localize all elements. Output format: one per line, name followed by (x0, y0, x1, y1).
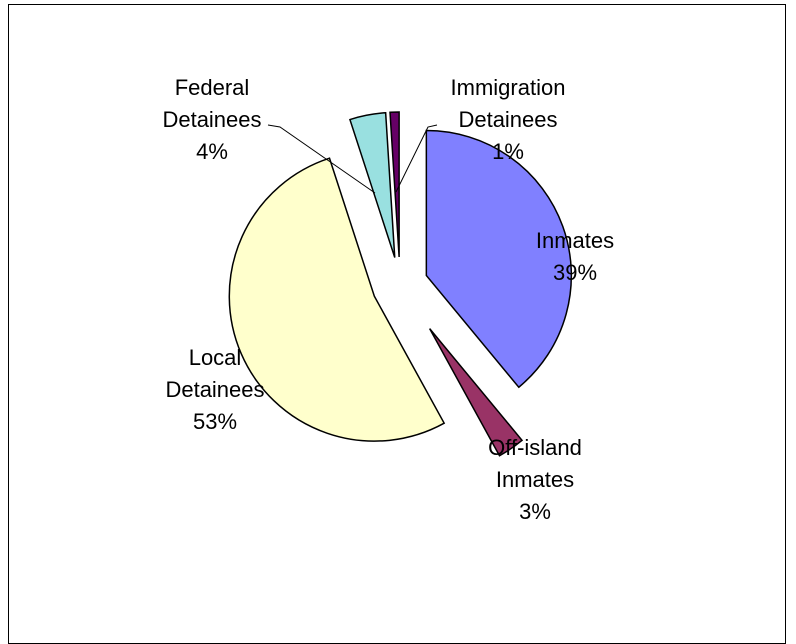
pie-slice-federal-detainees (349, 111, 396, 258)
chart-frame (8, 4, 786, 644)
slice-label: Inmates 39% (536, 228, 614, 285)
pie-chart: Inmates 39% Off-island Inmates 3% Local Detain… (162, 75, 614, 524)
pie-slice-local-detainees (228, 157, 446, 442)
slice-label: Immigration Detainees 1% (451, 75, 566, 164)
slice-label: Federal Detainees 4% (162, 75, 261, 164)
leader-line (395, 124, 438, 193)
pie-slice-inmates (425, 129, 573, 389)
pie-slice-immigration-detainees (389, 111, 400, 258)
pie-slice-off-island-inmates (428, 328, 524, 457)
leader-line (267, 124, 376, 194)
slice-label: Local Detainees 53% (165, 345, 264, 434)
slice-label: Off-island Inmates 3% (488, 435, 582, 524)
